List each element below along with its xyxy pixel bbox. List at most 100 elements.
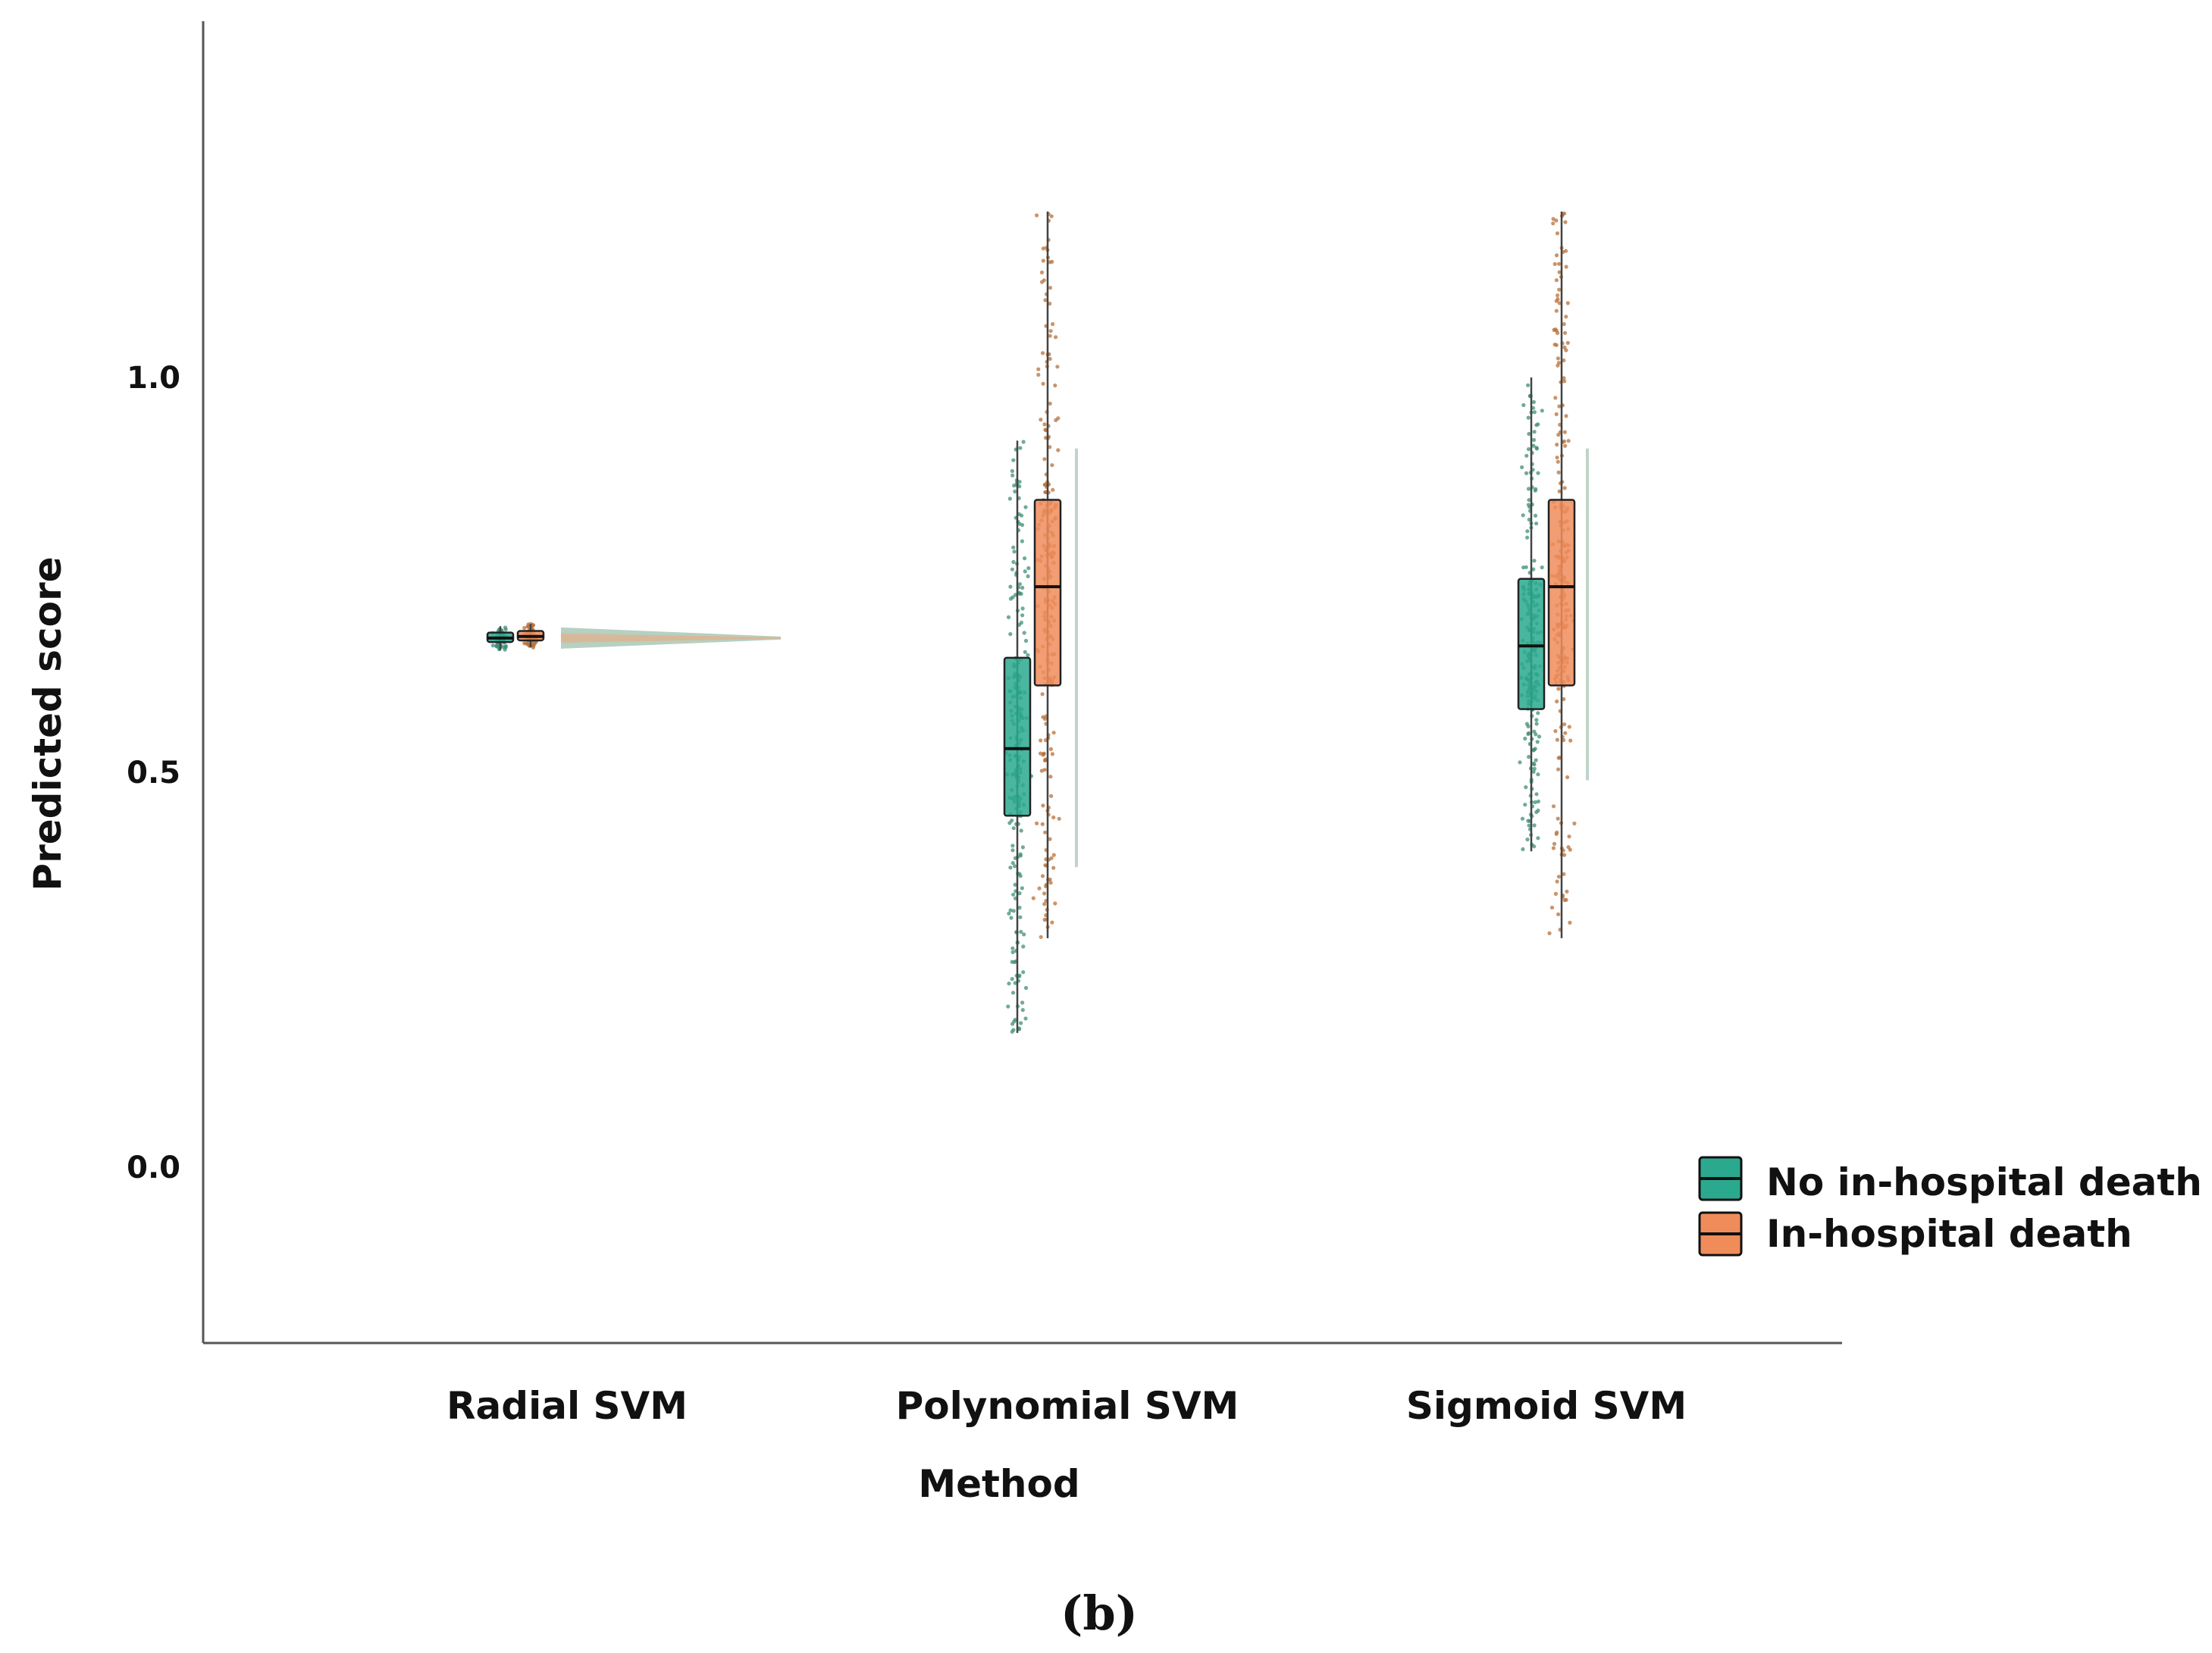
data-point — [1049, 794, 1054, 798]
data-point — [503, 647, 507, 652]
data-point — [1556, 459, 1560, 464]
data-point — [1023, 638, 1029, 643]
data-point — [1562, 322, 1566, 327]
data-point — [1051, 322, 1055, 327]
data-point — [1021, 944, 1026, 949]
data-point — [1527, 755, 1531, 759]
data-point — [1011, 909, 1016, 913]
data-point — [1564, 414, 1568, 418]
data-point — [1555, 231, 1560, 236]
data-point — [1010, 977, 1014, 981]
data-point — [1531, 769, 1536, 774]
data-point — [1020, 585, 1025, 590]
data-point — [1049, 214, 1054, 218]
data-point — [1020, 613, 1025, 618]
data-point — [1531, 399, 1536, 405]
data-point — [1010, 819, 1014, 823]
data-point — [1042, 278, 1046, 283]
data-point — [1531, 443, 1536, 448]
data-point — [1565, 775, 1570, 780]
data-point — [1011, 559, 1016, 565]
data-point — [1556, 687, 1561, 691]
data-point — [1565, 301, 1570, 305]
data-point — [503, 643, 509, 649]
data-point — [1020, 1000, 1025, 1005]
data-point — [1041, 803, 1045, 808]
data-point — [1534, 423, 1539, 427]
data-point — [1526, 415, 1531, 420]
data-point — [1556, 330, 1560, 335]
data-point — [1023, 985, 1029, 991]
data-point — [1010, 468, 1014, 474]
data-point — [1527, 431, 1531, 437]
data-point — [1040, 822, 1045, 826]
data-point — [1526, 819, 1531, 823]
data-point — [1556, 433, 1561, 437]
data-point — [1050, 463, 1054, 468]
density-cloud — [1586, 448, 1589, 781]
data-point — [1039, 418, 1043, 422]
data-point — [1010, 991, 1016, 995]
box-death — [1547, 499, 1576, 687]
data-point — [1035, 213, 1039, 218]
data-point — [1557, 404, 1562, 409]
data-point — [526, 625, 531, 629]
data-point — [1051, 731, 1056, 735]
y-tick-label: 0.5 — [127, 756, 180, 790]
data-point — [1562, 358, 1566, 363]
data-point — [1564, 249, 1568, 253]
data-point — [1533, 800, 1537, 805]
data-point — [1534, 718, 1539, 722]
data-point — [1048, 747, 1053, 752]
data-point — [1041, 258, 1045, 263]
data-point — [1023, 556, 1027, 561]
y-tick-labels: 0.0 0.5 1.0 — [127, 361, 180, 1185]
data-point — [1031, 896, 1036, 900]
data-point — [1021, 970, 1026, 975]
data-point — [1532, 410, 1537, 415]
data-point — [1050, 259, 1054, 264]
data-point — [1050, 920, 1054, 925]
data-point — [1531, 567, 1536, 571]
data-point — [1562, 376, 1566, 380]
data-point — [1532, 430, 1537, 434]
data-point — [1036, 367, 1041, 371]
data-point — [1017, 622, 1022, 628]
data-point — [1048, 775, 1053, 779]
y-tick-label: 0.0 — [127, 1151, 180, 1185]
data-point — [1036, 372, 1041, 377]
data-point — [1562, 872, 1566, 876]
data-point — [1023, 569, 1027, 574]
data-point — [1534, 792, 1539, 797]
data-point — [1012, 549, 1017, 554]
data-point — [1551, 846, 1556, 850]
data-point — [1012, 484, 1017, 488]
data-point — [522, 625, 527, 631]
data-point — [1526, 487, 1531, 491]
data-point — [1048, 333, 1052, 338]
data-point — [1056, 448, 1061, 452]
data-point — [1564, 897, 1568, 902]
data-point — [1008, 584, 1013, 589]
data-point — [1011, 826, 1016, 831]
data-point — [1011, 892, 1016, 897]
data-point — [1017, 891, 1022, 896]
data-point — [1562, 379, 1567, 384]
data-point — [1007, 981, 1011, 986]
data-point — [1007, 496, 1012, 501]
data-point — [1053, 384, 1057, 388]
data-point — [1023, 650, 1027, 654]
data-point — [1018, 915, 1023, 919]
x-category-label: Sigmoid SVM — [1406, 1384, 1687, 1428]
data-point — [1553, 891, 1558, 896]
data-point — [1536, 836, 1540, 841]
data-point — [1010, 567, 1014, 571]
data-point — [1017, 582, 1022, 587]
data-point — [1533, 488, 1537, 493]
data-point — [1533, 513, 1538, 518]
data-point — [1009, 916, 1014, 920]
data-point — [1019, 929, 1023, 935]
data-point — [1526, 724, 1531, 729]
data-point — [1017, 480, 1022, 484]
data-point — [1549, 905, 1555, 910]
